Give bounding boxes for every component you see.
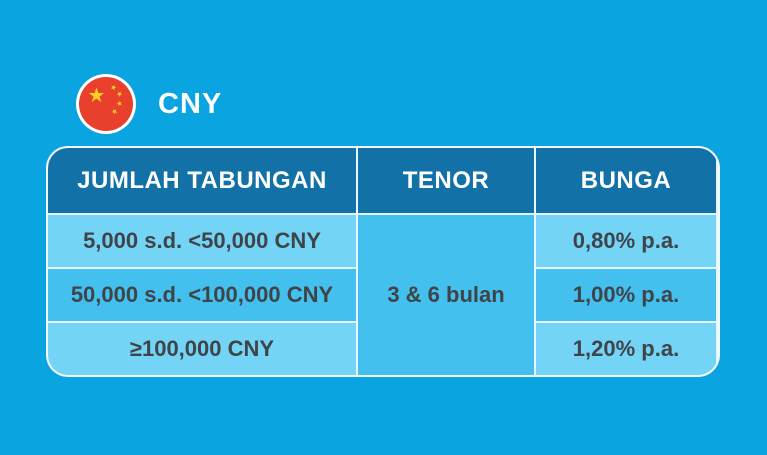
header-cell-bunga: BUNGA xyxy=(536,148,716,213)
china-flag-icon xyxy=(76,74,136,134)
cell-tenor-merged: 3 & 6 bulan xyxy=(358,215,534,375)
cell-jumlah-row-3: ≥100,000 CNY xyxy=(48,323,356,375)
cell-bunga-row-2: 1,00% p.a. xyxy=(536,269,716,321)
currency-header: CNY xyxy=(76,74,222,134)
header-cell-jumlah-tabungan: JUMLAH TABUNGAN xyxy=(48,148,356,213)
cell-bunga-row-3: 1,20% p.a. xyxy=(536,323,716,375)
cell-jumlah-row-2: 50,000 s.d. <100,000 CNY xyxy=(48,269,356,321)
cell-jumlah-row-1: 5,000 s.d. <50,000 CNY xyxy=(48,215,356,267)
cell-bunga-row-1: 0,80% p.a. xyxy=(536,215,716,267)
header-cell-tenor: TENOR xyxy=(358,148,534,213)
currency-label: CNY xyxy=(158,87,223,120)
rates-table: JUMLAH TABUNGAN TENOR BUNGA 5,000 s.d. <… xyxy=(46,146,720,377)
